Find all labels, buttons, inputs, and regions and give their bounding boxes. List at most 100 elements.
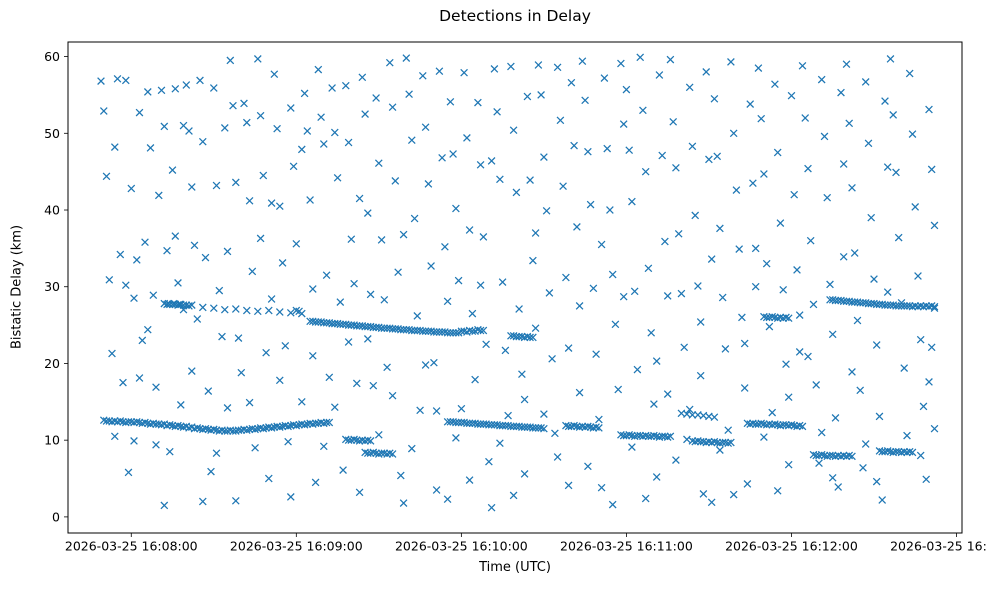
detection-marker	[388, 391, 397, 400]
detection-marker	[710, 413, 719, 422]
detection-marker	[193, 424, 202, 432]
detection-marker	[204, 387, 213, 395]
x-tick-label: 2026-03-25 16:10:00	[395, 539, 528, 554]
detection-marker	[347, 436, 356, 445]
detection-marker	[441, 242, 449, 251]
x-tick-label: 2026-03-25 16:12:00	[725, 539, 858, 554]
detection-marker	[463, 134, 471, 142]
detection-marker	[771, 80, 779, 89]
detection-marker	[410, 214, 419, 223]
detection-marker	[716, 446, 724, 454]
detection-marker	[418, 71, 427, 80]
detection-marker	[154, 191, 163, 200]
detection-marker	[644, 264, 653, 273]
detection-marker	[914, 272, 922, 280]
detection-marker	[652, 432, 661, 441]
detection-marker	[757, 419, 766, 428]
detection-marker	[760, 433, 768, 441]
detection-marker	[839, 451, 848, 460]
detection-marker	[363, 209, 372, 217]
detection-marker	[831, 296, 840, 305]
detection-marker	[787, 420, 796, 429]
detection-marker	[881, 301, 889, 309]
detection-marker	[350, 435, 358, 444]
detection-marker	[782, 420, 790, 429]
x-tick-label: 2026-03-25 16:11:00	[560, 539, 693, 554]
detection-marker	[922, 475, 931, 484]
detection-marker	[680, 343, 689, 352]
detection-marker	[817, 428, 826, 437]
detection-marker	[339, 466, 347, 474]
detection-marker	[297, 397, 306, 406]
detection-marker	[883, 301, 892, 309]
detection-marker	[165, 447, 174, 456]
detection-marker	[476, 281, 485, 290]
detection-marker	[894, 447, 903, 456]
detection-marker	[165, 420, 174, 429]
detection-marker	[815, 459, 823, 468]
detection-marker	[930, 302, 939, 311]
detection-marker	[196, 76, 204, 85]
detection-marker	[848, 368, 856, 376]
detection-marker	[355, 194, 364, 203]
detection-marker	[804, 352, 812, 361]
detection-marker	[534, 61, 543, 69]
detection-marker	[405, 90, 413, 99]
detection-marker	[130, 437, 138, 445]
detection-marker	[380, 295, 389, 304]
detection-marker	[212, 449, 221, 458]
detection-marker	[295, 420, 303, 429]
detection-marker	[418, 327, 427, 336]
detection-marker	[160, 501, 169, 510]
detection-marker	[608, 500, 617, 509]
detection-marker	[512, 332, 521, 341]
detection-marker	[432, 407, 441, 415]
detection-marker	[611, 320, 620, 329]
detection-marker	[707, 255, 716, 263]
detection-marker	[251, 443, 259, 452]
detection-marker	[289, 162, 298, 171]
detection-marker	[245, 425, 254, 434]
detection-marker	[688, 411, 697, 419]
detection-marker	[212, 181, 221, 190]
detection-marker	[773, 148, 782, 157]
detection-marker	[512, 188, 521, 197]
detection-marker	[842, 452, 851, 461]
detection-marker	[193, 315, 202, 323]
detection-marker	[198, 303, 207, 312]
detection-marker	[655, 71, 664, 79]
detection-marker	[248, 424, 257, 433]
detection-marker	[892, 302, 900, 310]
detection-marker	[886, 55, 895, 63]
detection-marker	[157, 86, 166, 95]
detection-marker	[908, 448, 917, 457]
detection-marker	[438, 153, 446, 162]
detection-marker	[883, 447, 892, 455]
detection-marker	[592, 350, 600, 359]
detection-marker	[363, 335, 372, 343]
detection-marker	[526, 176, 534, 184]
detection-marker	[231, 496, 240, 505]
detection-marker	[925, 378, 933, 386]
detection-marker	[275, 376, 284, 385]
detection-marker	[380, 324, 389, 333]
detection-marker	[754, 420, 763, 428]
detection-marker	[242, 426, 251, 435]
detection-marker	[529, 424, 537, 432]
detection-marker	[919, 302, 928, 311]
detection-marker	[171, 422, 180, 431]
detection-marker	[831, 452, 840, 461]
detection-marker	[930, 424, 939, 433]
detection-marker	[652, 473, 661, 481]
detection-marker	[575, 388, 584, 397]
detection-marker	[531, 424, 540, 432]
detection-marker	[286, 308, 295, 317]
detection-marker	[614, 385, 623, 394]
detection-marker	[806, 236, 815, 245]
detection-marker	[507, 62, 515, 71]
detection-marker	[760, 170, 768, 178]
detection-marker	[215, 286, 224, 295]
detection-marker	[922, 302, 931, 310]
detection-marker	[325, 418, 334, 427]
detection-marker	[658, 151, 667, 160]
